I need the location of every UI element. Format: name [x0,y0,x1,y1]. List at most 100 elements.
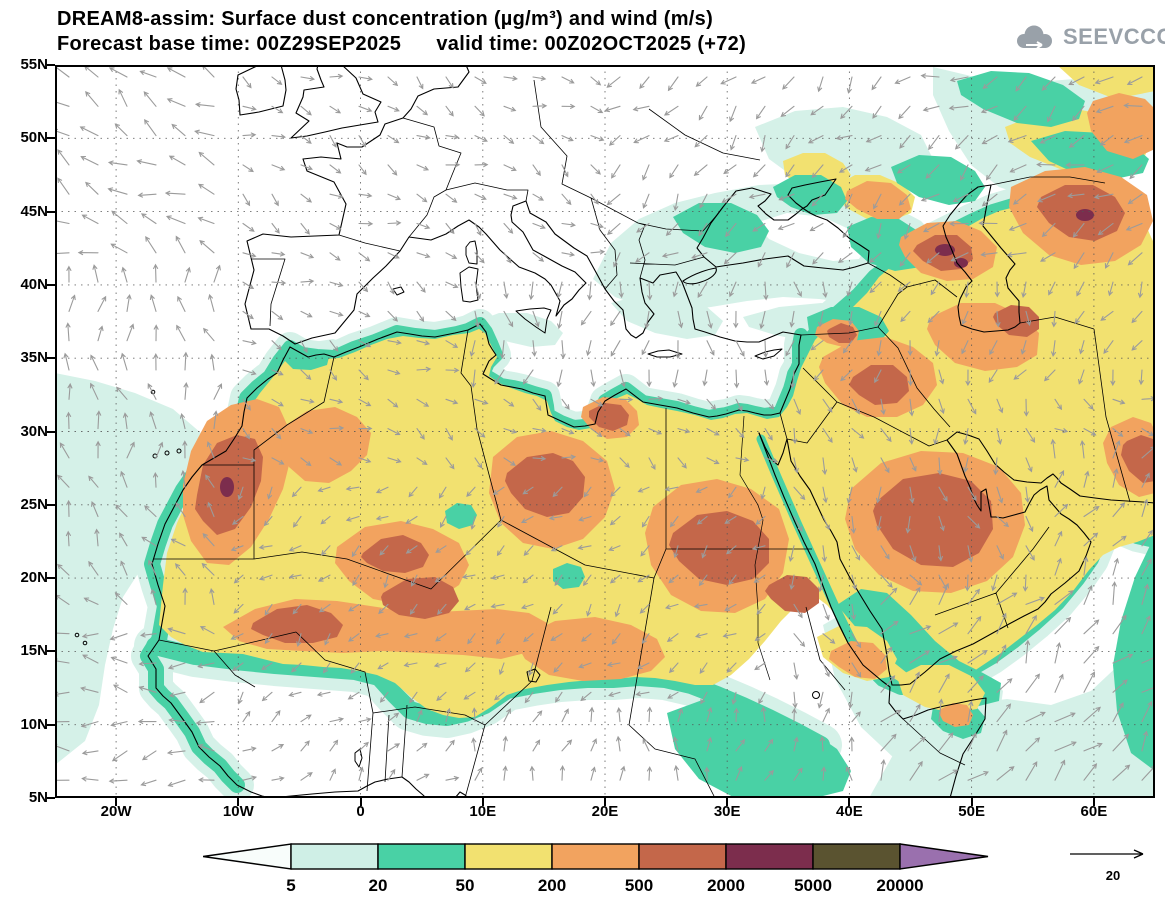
colorbar-tick-label: 20 [369,876,388,895]
lat-tick-mark [47,64,55,66]
lon-tick-mark [726,798,729,806]
cB [849,365,909,405]
cM [954,258,968,268]
lon-tick-label: 10W [222,803,254,820]
cY [1057,65,1155,99]
lat-tick-label: 40N [20,275,48,293]
colorbar-tick-label: 20000 [876,876,923,895]
cO [517,617,665,681]
caspian-sea-outline [942,184,1021,333]
lat-tick-mark [47,137,55,140]
wind-arrows [49,64,1165,787]
colorbar-tick-label: 500 [625,876,653,895]
cM [1076,209,1094,221]
lon-tick-label: 40E [836,803,863,820]
colorbar: 5 20 50 200 500 2000 5000 20000 [203,843,989,895]
colorbar-tick-label: 5 [286,876,295,895]
coastline-red-sea-horn [758,432,987,799]
lat-tick-mark [47,797,55,799]
lon-tick-mark [237,798,240,806]
wind-reference: 20 [1070,849,1144,883]
cB [361,535,429,573]
cT [667,699,851,798]
cO [939,703,973,727]
country-borders [153,79,1131,799]
cB [993,305,1039,337]
cO [281,407,371,483]
lat-tick-label: 45N [20,202,48,220]
lon-tick-label: 50E [958,803,985,820]
lon-tick-mark [848,798,851,806]
cB [505,453,585,517]
lat-tick-mark [47,650,55,653]
lon-tick-mark [359,798,362,806]
lon-tick-label: 20E [591,803,619,820]
lon-tick-mark [115,798,118,806]
coastline-europe-atlantic [244,64,470,345]
colorbar-tick-label: 2000 [707,876,745,895]
cB [251,605,343,643]
lon-tick-label: 20W [100,803,132,820]
lat-tick-label: 20N [20,569,48,587]
lat-tick-mark [47,283,55,286]
path [1026,41,1043,49]
lon-tick-mark [1092,798,1095,806]
coastline-arabian-peninsula [758,431,1092,686]
cB [669,511,769,585]
figure-title: DREAM8-assim: Surface dust concentration… [57,8,714,30]
cT [673,203,769,253]
map-frame-border [55,65,1155,798]
black-sea-outline [696,178,870,271]
lon-tick-mark [603,798,606,806]
colorbar-segment [290,843,379,870]
lat-tick-label: 15N [20,642,48,660]
lake-tana [812,691,820,699]
lat-tick-mark [47,503,55,506]
colorbar-segment [551,843,640,870]
island-cyprus [754,348,783,360]
island-cape-verde [74,632,80,638]
colorbar-segment [464,843,553,870]
figure-subtitle: Forecast base time: 00Z29SEP2025 valid t… [57,33,747,55]
lat-tick-label: 50N [20,129,48,147]
lon-tick-label: 10E [469,803,497,820]
wind-reference-label: 20 [1106,868,1120,883]
lon-tick-mark [481,798,484,806]
lat-tick-mark [47,210,55,213]
cT [957,71,1085,127]
nile-river [739,415,771,681]
sea-of-marmara-outline [682,267,717,285]
colorbar-arrow-left [203,843,292,870]
cB [873,473,993,567]
lat-tick-label: 30N [20,422,48,440]
colorbar-tick-label: 50 [456,876,475,895]
coastline-iran-gulf [956,431,1156,504]
coastlines-and-borders [74,64,1156,799]
map-area [49,64,1165,802]
wind-vector-field [49,64,1165,787]
lat-tick-label: 25N [20,495,48,513]
lat-tick-mark [47,577,55,580]
seevccc-logo-text: SEEVCCC [1063,24,1165,49]
island-cape-verde [82,640,88,646]
coastline-britain [290,64,382,139]
cA [55,373,213,765]
dust-concentration-field [55,65,1165,802]
cB [765,575,819,613]
cT [891,155,985,205]
sea [755,213,867,261]
island-canary [176,448,182,454]
coastline-mediterranean-north [294,200,683,345]
colorbar-tick-label: 5000 [794,876,832,895]
colorbar-tick-label: 200 [538,876,566,895]
lon-tick-mark [970,798,973,806]
colorbar-segment [638,843,727,870]
island-canary [164,450,170,456]
island-mallorca [392,286,405,296]
coastline-ireland [235,64,287,116]
lon-tick-label: 30E [713,803,741,820]
cO [829,641,887,679]
island-sicily [515,307,552,334]
colorbar-segment [812,843,901,870]
